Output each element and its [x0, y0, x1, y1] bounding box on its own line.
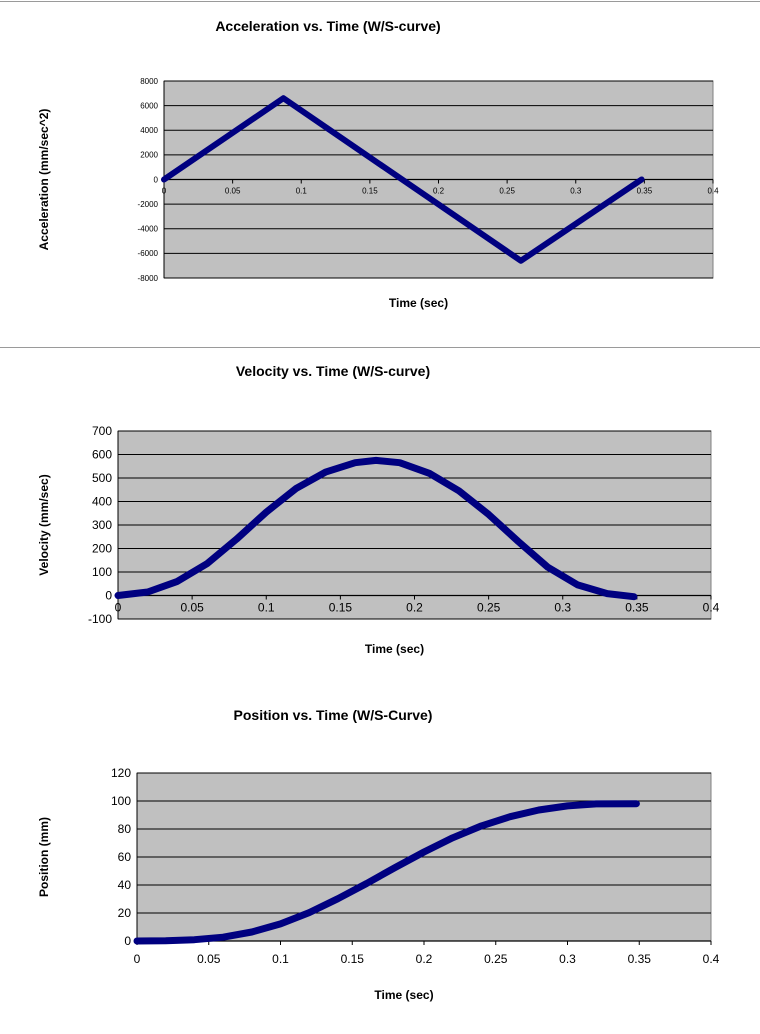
x-tick-label: 0.25	[477, 601, 501, 615]
x-axis-label: Time (sec)	[389, 296, 448, 310]
y-tick-label: 500	[92, 471, 112, 485]
x-tick-label: 0.4	[703, 952, 720, 966]
y-tick-label: 8000	[140, 77, 158, 86]
x-tick-label: 0.35	[628, 952, 652, 966]
x-tick-label: 0.35	[637, 187, 653, 196]
x-tick-label: 0.05	[225, 187, 241, 196]
y-tick-label: 700	[92, 424, 112, 438]
y-tick-label: 0	[124, 934, 131, 948]
chart-title: Position vs. Time (W/S-Curve)	[234, 707, 433, 723]
x-tick-label: 0.05	[197, 952, 221, 966]
y-tick-label: -6000	[138, 249, 159, 258]
x-tick-label: 0.1	[272, 952, 289, 966]
y-tick-label: 80	[118, 822, 132, 836]
x-tick-label: 0.15	[362, 187, 378, 196]
y-tick-label: 6000	[140, 101, 158, 110]
y-tick-label: 40	[118, 878, 132, 892]
x-tick-label: 0.2	[406, 601, 423, 615]
y-tick-label: 20	[118, 906, 132, 920]
x-tick-label: 0.2	[416, 952, 433, 966]
chart-title: Acceleration vs. Time (W/S-curve)	[215, 18, 440, 34]
y-tick-label: 300	[92, 518, 112, 532]
y-tick-label: 100	[111, 794, 131, 808]
x-tick-label: 0.15	[341, 952, 365, 966]
x-tick-label: 0	[134, 952, 141, 966]
x-tick-label: 0.2	[433, 187, 445, 196]
position-chart: 120 100 80 60 40 20 00 0.05 0.1 0.15 0.2 0.25 0.3 0.3…	[37, 707, 720, 1002]
y-tick-label: 400	[92, 495, 112, 509]
x-tick-label: 0.25	[484, 952, 508, 966]
y-tick-label: -2000	[138, 200, 159, 209]
x-tick-label: 0.4	[703, 601, 720, 615]
y-tick-label: 4000	[140, 126, 158, 135]
y-tick-label: 600	[92, 448, 112, 462]
x-tick-label: 0.15	[329, 601, 353, 615]
x-tick-label: 0.25	[499, 187, 515, 196]
x-tick-label: 0.3	[570, 187, 582, 196]
y-tick-label: 0	[154, 175, 159, 184]
y-tick-label: -8000	[138, 274, 159, 283]
chart-title: Velocity vs. Time (W/S-curve)	[236, 363, 430, 379]
x-axis-label: Time (sec)	[374, 988, 433, 1002]
x-axis-label: Time (sec)	[365, 642, 424, 656]
x-tick-label: 0.3	[554, 601, 571, 615]
x-tick-label: 0.35	[625, 601, 649, 615]
y-tick-label: -4000	[138, 225, 159, 234]
chart-separator	[0, 347, 760, 348]
x-tick-label: 0	[115, 601, 122, 615]
x-tick-label: 0.4	[707, 187, 719, 196]
y-tick-label: 60	[118, 850, 132, 864]
y-axis-label: Acceleration (mm/sec^2)	[37, 109, 51, 251]
y-axis-label: Position (mm)	[37, 817, 51, 897]
y-axis-label: Velocity (mm/sec)	[37, 474, 51, 575]
series-line	[114, 456, 638, 601]
y-tick-label: 2000	[140, 151, 158, 160]
x-tick-label: 0.3	[559, 952, 576, 966]
series-line	[161, 95, 645, 264]
y-tick-label: -100	[88, 612, 112, 626]
x-tick-label: 0.1	[258, 601, 275, 615]
x-tick-label: 0.1	[296, 187, 308, 196]
x-tick-label: 0.05	[180, 601, 204, 615]
y-tick-label: 0	[105, 589, 112, 603]
y-tick-label: 100	[92, 565, 112, 579]
top-border	[0, 1, 760, 2]
y-tick-label: 120	[111, 766, 131, 780]
series-line	[133, 800, 640, 945]
y-tick-label: 200	[92, 542, 112, 556]
x-tick-label: 0	[162, 187, 167, 196]
